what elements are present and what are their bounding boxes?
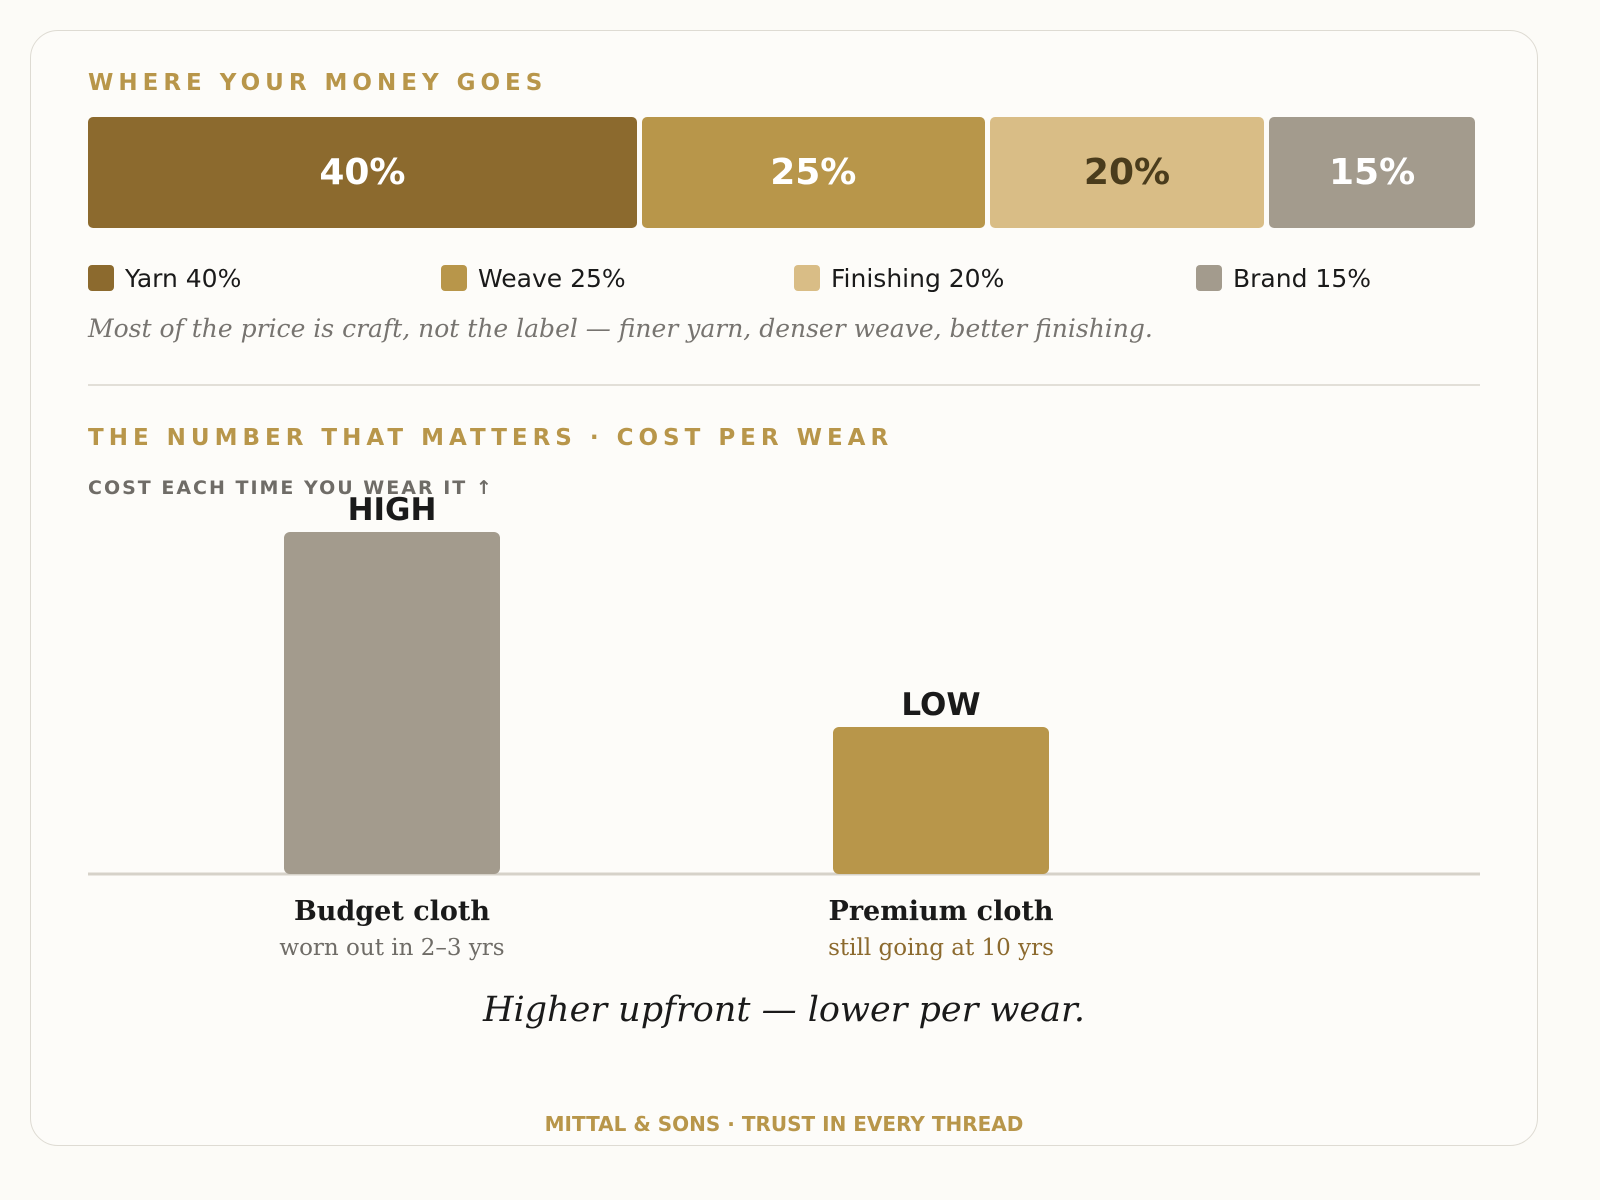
section-title-cost-per-wear: THE NUMBER THAT MATTERS · COST PER WEAR xyxy=(88,425,894,451)
breakdown-note: Most of the price is craft, not the labe… xyxy=(88,314,1153,343)
legend-item-brand: Brand 15% xyxy=(1196,263,1371,293)
footer-brand: MITTAL & SONS · TRUST IN EVERY THREAD xyxy=(544,1112,1024,1136)
stack-value-label: 25% xyxy=(770,152,857,193)
category-sub-premium: still going at 10 yrs xyxy=(828,935,1054,961)
section-divider xyxy=(88,384,1480,386)
legend-swatch xyxy=(441,265,467,291)
legend-swatch xyxy=(88,265,114,291)
legend-item-finishing: Finishing 20% xyxy=(794,263,1004,293)
legend-swatch xyxy=(1196,265,1222,291)
bar-value-label: HIGH xyxy=(348,492,437,528)
bar-value-label: LOW xyxy=(901,687,980,723)
tagline: Higher upfront — lower per wear. xyxy=(482,990,1086,1030)
legend-item-weave: Weave 25% xyxy=(441,263,626,293)
category-sub-budget: worn out in 2–3 yrs xyxy=(279,935,505,961)
legend-label: Weave 25% xyxy=(478,263,626,293)
stack-value-label: 20% xyxy=(1083,152,1171,193)
stack-value-label: 40% xyxy=(319,152,406,193)
stack-segment-brand: 15% xyxy=(1269,117,1475,228)
section-title-money: WHERE YOUR MONEY GOES xyxy=(88,70,548,96)
bar-budget xyxy=(284,532,500,874)
stack-segment-finishing: 20% xyxy=(989,117,1265,228)
legend-label: Finishing 20% xyxy=(831,263,1005,293)
stack-value-label: 15% xyxy=(1329,152,1416,193)
category-label-budget: Budget cloth xyxy=(293,896,491,927)
legend-label: Yarn 40% xyxy=(125,263,242,293)
y-axis-label: COST EACH TIME YOU WEAR IT ↑ xyxy=(88,477,494,499)
legend-item-yarn: Yarn 40% xyxy=(88,263,241,293)
stack-segment-weave: 25% xyxy=(641,117,985,228)
stack-segment-yarn: 40% xyxy=(88,117,637,228)
legend-swatch xyxy=(794,265,820,291)
legend-label: Brand 15% xyxy=(1233,263,1371,293)
cost-breakdown-stacked-bar: 40% 25% 20% 15% xyxy=(88,117,1475,228)
cost-breakdown-legend: Yarn 40% Weave 25% Finishing 20% Brand 15% xyxy=(88,263,1488,293)
bar-premium xyxy=(833,726,1049,874)
category-label-premium: Premium cloth xyxy=(828,896,1054,927)
